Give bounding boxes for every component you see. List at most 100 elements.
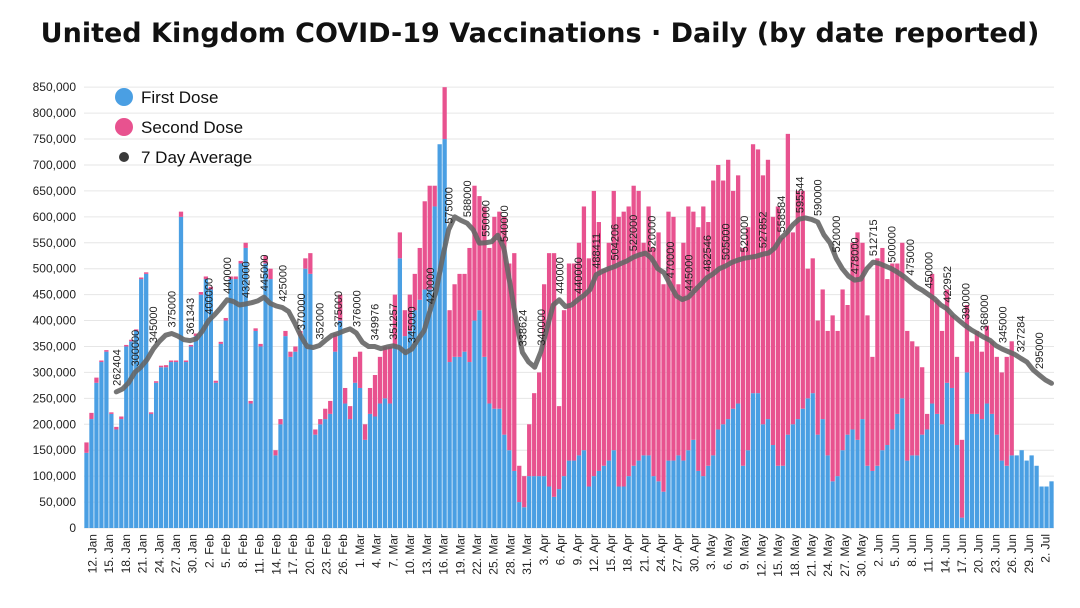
- bar-first-dose: [1009, 455, 1014, 528]
- bar-second-dose: [352, 356, 358, 383]
- bar-second-dose: [944, 289, 950, 383]
- bar-second-dose: [696, 227, 701, 471]
- bar-first-dose: [532, 476, 537, 528]
- bar-second-dose: [223, 317, 228, 321]
- average-value-label: 470000: [665, 242, 677, 279]
- bar-second-dose: [293, 346, 298, 352]
- bar-first-dose: [900, 398, 905, 528]
- bar-second-dose: [711, 180, 716, 456]
- bar-second-dose: [89, 412, 94, 420]
- bar-first-dose: [442, 139, 447, 528]
- legend-marker: [115, 88, 133, 106]
- average-value-label: 295000: [1034, 332, 1046, 369]
- bar-second-dose: [835, 330, 840, 477]
- bar-second-dose: [163, 365, 169, 368]
- bar-first-dose: [770, 445, 776, 528]
- x-tick-label: 14. Feb: [269, 534, 283, 575]
- bar-second-dose: [238, 260, 243, 264]
- bar-second-dose: [497, 211, 502, 409]
- bar-first-dose: [566, 460, 572, 528]
- bar-first-dose: [288, 356, 293, 528]
- bar-second-dose: [775, 206, 781, 466]
- average-value-label: 475000: [905, 239, 917, 276]
- bar-second-dose: [387, 346, 393, 404]
- bar-second-dose: [576, 242, 582, 456]
- bar-first-dose: [905, 460, 910, 528]
- legend-marker: [115, 118, 133, 136]
- bar-first-dose: [283, 336, 288, 528]
- average-value-label: 450000: [923, 252, 935, 289]
- average-value-label: 588000: [462, 180, 474, 217]
- bar-second-dose: [522, 476, 527, 508]
- bar-first-dose: [352, 382, 358, 528]
- bar-second-dose: [372, 375, 378, 417]
- bar-first-dose: [815, 434, 820, 528]
- bar-second-dose: [168, 360, 174, 363]
- average-value-label: 550000: [480, 200, 492, 237]
- bar-first-dose: [477, 310, 482, 528]
- x-tick-label: 24. May: [821, 534, 835, 577]
- average-value-label: 361343: [185, 298, 197, 335]
- bar-first-dose: [328, 413, 333, 528]
- bar-first-dose: [402, 336, 407, 528]
- bar-first-dose: [502, 434, 507, 528]
- x-tick-label: 2. Jun: [871, 534, 885, 567]
- bar-first-dose: [656, 481, 661, 528]
- bar-first-dose: [163, 367, 169, 528]
- bar-first-dose: [765, 419, 771, 528]
- bar-second-dose: [517, 465, 522, 503]
- bar-second-dose: [377, 356, 383, 404]
- bar-second-dose: [596, 222, 601, 471]
- x-tick-label: 15. Apr: [604, 534, 618, 572]
- bar-second-dose: [934, 299, 940, 414]
- bar-first-dose: [920, 434, 925, 528]
- y-tick-label: 750,000: [33, 132, 77, 146]
- bar-second-dose: [313, 429, 318, 435]
- bar-first-dose: [735, 403, 741, 528]
- bar-second-dose: [790, 232, 795, 425]
- bar-first-dose: [109, 413, 114, 528]
- y-tick-label: 850,000: [33, 80, 77, 94]
- bar-second-dose: [561, 310, 567, 477]
- bar-second-dose: [124, 344, 129, 347]
- bar-first-dose: [303, 268, 308, 528]
- bar-first-dose: [343, 403, 348, 528]
- y-tick-label: 200,000: [33, 417, 77, 431]
- bar-second-dose: [586, 258, 592, 487]
- bar-second-dose: [651, 247, 656, 477]
- bar-first-dose: [989, 413, 994, 528]
- bar-first-dose: [790, 424, 795, 528]
- x-tick-label: 18. May: [788, 534, 802, 577]
- bar-first-dose: [840, 450, 845, 528]
- x-tick-label: 31. Mar: [520, 534, 534, 575]
- bar-first-dose: [357, 387, 363, 528]
- bar-second-dose: [477, 196, 482, 311]
- bar-second-dose: [939, 330, 945, 425]
- average-value-label: 420000: [425, 267, 437, 304]
- bar-second-dose: [268, 268, 273, 280]
- x-tick-label: 4. Mar: [370, 534, 384, 568]
- bar-first-dose: [701, 476, 706, 528]
- x-tick-label: 2. Feb: [202, 534, 216, 568]
- bar-first-dose: [546, 486, 552, 528]
- bar-second-dose: [397, 232, 403, 259]
- bar-second-dose: [308, 253, 313, 274]
- x-tick-label: 30. Apr: [687, 534, 701, 572]
- bar-second-dose: [666, 211, 671, 461]
- bar-second-dose: [452, 284, 457, 357]
- bar-second-dose: [173, 360, 179, 363]
- x-tick-label: 27. Jan: [169, 534, 183, 573]
- bar-first-dose: [129, 341, 134, 528]
- bar-second-dose: [626, 206, 631, 477]
- x-tick-label: 28. Mar: [503, 534, 517, 575]
- bar-first-dose: [392, 346, 398, 528]
- bar-first-dose: [875, 465, 880, 528]
- bar-first-dose: [925, 429, 930, 528]
- bar-second-dose: [144, 272, 149, 274]
- x-tick-label: 16. Mar: [437, 534, 451, 575]
- bar-second-dose: [183, 360, 189, 363]
- x-tick-label: 20. Feb: [303, 534, 317, 575]
- bar-second-dose: [328, 400, 333, 414]
- bar-first-dose: [153, 382, 159, 528]
- bar-first-dose: [1004, 465, 1009, 528]
